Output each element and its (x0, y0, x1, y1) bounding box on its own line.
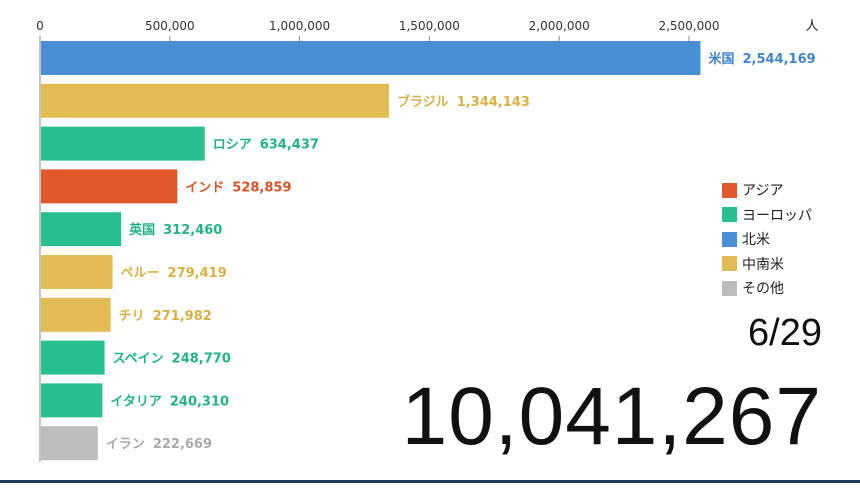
bar-category: ロシア (213, 138, 252, 153)
bar-category: スペイン (113, 352, 164, 367)
bar-label: イタリア 240,310 (110, 394, 229, 409)
bar-3 (41, 169, 178, 204)
unit-label: 人 (805, 19, 818, 34)
legend-swatch (722, 207, 737, 223)
bar-value: 271,982 (153, 309, 212, 324)
bar-value: 528,859 (232, 180, 291, 195)
legend-item: 中南米 (722, 252, 812, 277)
bar-label: ロシア 634,437 (213, 138, 319, 153)
bar-5 (41, 255, 113, 289)
bar-value: 279,419 (168, 266, 227, 281)
bar-label: インド 528,859 (185, 180, 291, 195)
bar-value: 240,310 (170, 394, 229, 409)
bar-label: ペルー 279,419 (121, 266, 227, 281)
bar-6 (41, 297, 111, 332)
bar-category: 英国 (128, 222, 155, 238)
x-tick-label: 2,500,000 (658, 19, 719, 33)
x-tick-label: 0 (36, 19, 44, 33)
bar-category: 米国 (708, 51, 734, 67)
bar-0 (41, 41, 701, 75)
legend-swatch (722, 182, 737, 198)
legend-label: 中南米 (742, 256, 784, 273)
legend-label: ヨーロッパ (742, 207, 812, 224)
legend-label: 北米 (742, 232, 770, 249)
bar-label: スペイン 248,770 (113, 352, 231, 367)
x-tick-label: 1,500,000 (399, 19, 460, 33)
bar-value: 634,437 (260, 138, 319, 153)
bar-1 (41, 83, 389, 118)
x-tick-label: 1,000,000 (269, 19, 330, 33)
legend-swatch (722, 280, 737, 296)
legend-item: 北米 (722, 227, 812, 252)
x-tick-label: 2,000,000 (529, 19, 590, 33)
bar-value: 312,460 (163, 223, 222, 238)
bar-label: 米国 2,544,169 (708, 51, 815, 67)
bar-label: チリ 271,982 (119, 309, 212, 324)
date-label: 6/29 (748, 312, 822, 354)
bar-4 (41, 212, 122, 247)
bottom-rule (0, 480, 860, 483)
bar-value: 248,770 (172, 352, 231, 367)
x-tick-label: 500,000 (145, 19, 195, 33)
bar-category: イラン (106, 437, 145, 452)
legend-swatch (722, 256, 737, 272)
bar-labels: 米国 2,544,169 ブラジル 1,344,143 ロシア 634,437 インド 528… (106, 51, 816, 452)
bar-category: インド (185, 180, 224, 195)
bar-category: イタリア (110, 394, 161, 409)
bar-category: ペルー (121, 266, 160, 281)
bars (41, 41, 701, 461)
legend-swatch (722, 231, 737, 247)
legend-item: ヨーロッパ (722, 203, 812, 228)
legend-label: アジア (742, 183, 784, 200)
bar-category: チリ (119, 309, 145, 324)
bar-value: 2,544,169 (742, 52, 815, 67)
bar-label: イラン 222,669 (106, 437, 212, 452)
legend-item: アジア (722, 178, 812, 203)
bar-7 (41, 340, 105, 375)
bar-value: 222,669 (153, 437, 212, 452)
bar-category: ブラジル (397, 94, 449, 110)
total-count: 10,041,267 (401, 371, 822, 462)
legend-item: その他 (722, 276, 812, 301)
legend: アジアヨーロッパ北米中南米その他 (722, 178, 812, 301)
legend-label: その他 (742, 281, 784, 298)
bar-8 (41, 383, 103, 418)
bar-2 (41, 126, 205, 161)
x-axis: 0 500,000 1,000,000 1,500,000 2,000,000 2,500… (36, 19, 819, 462)
bar-label: ブラジル 1,344,143 (397, 94, 530, 110)
bar-9 (41, 426, 98, 461)
bar-label: 英国 312,460 (128, 222, 222, 238)
bar-value: 1,344,143 (457, 95, 530, 110)
